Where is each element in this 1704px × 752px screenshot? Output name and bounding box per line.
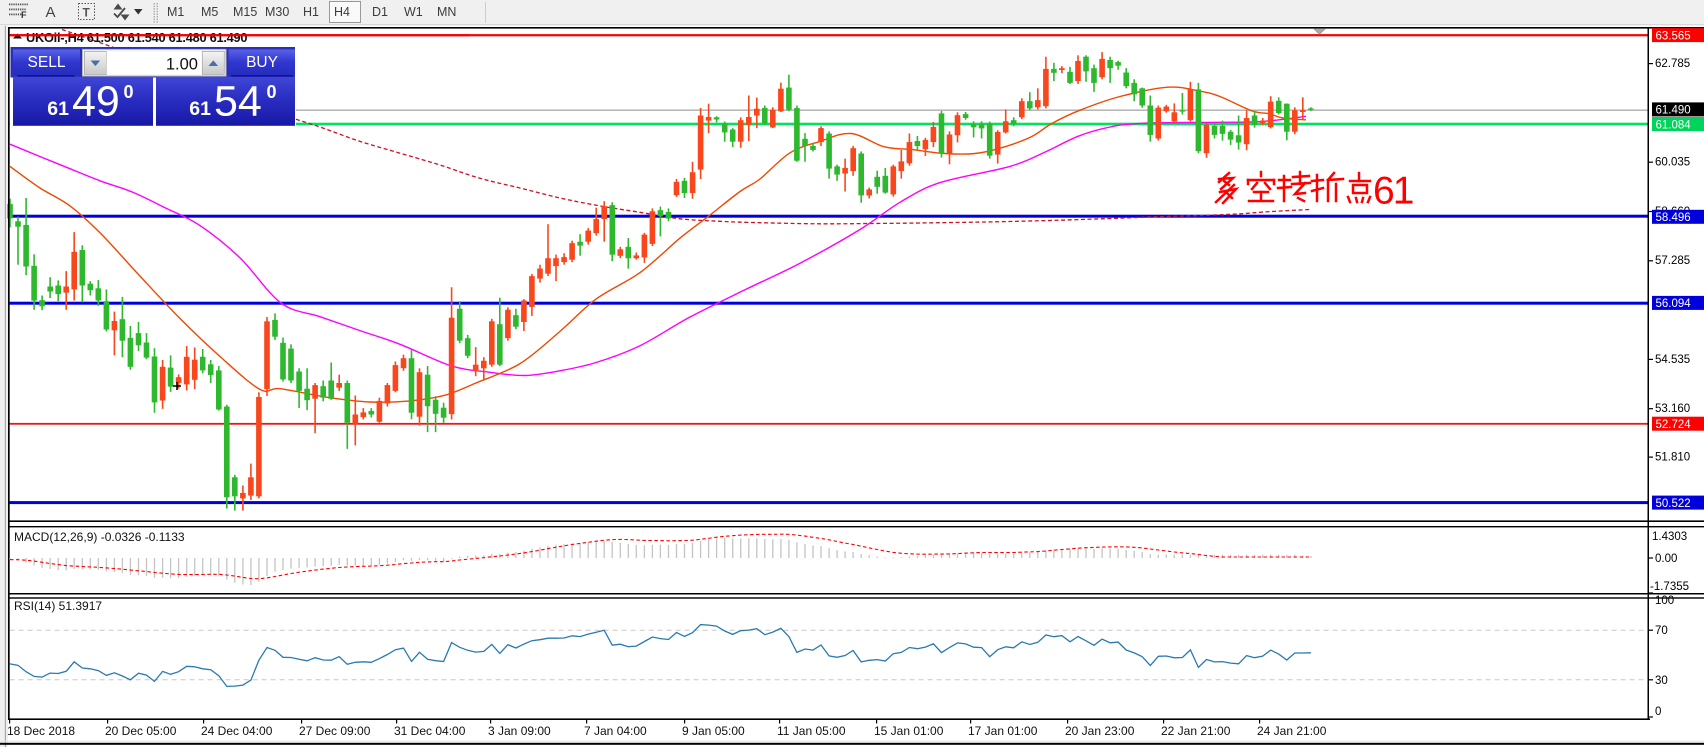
svg-text:M1: M1 <box>167 5 184 19</box>
svg-text:24 Jan 21:00: 24 Jan 21:00 <box>1257 724 1327 738</box>
svg-text:52.724: 52.724 <box>1656 419 1692 431</box>
svg-text:1.4303: 1.4303 <box>1652 531 1687 543</box>
svg-text:0: 0 <box>1655 706 1661 718</box>
svg-text:18 Dec 2018: 18 Dec 2018 <box>7 724 75 738</box>
svg-text:F: F <box>21 10 27 20</box>
svg-text:54: 54 <box>214 78 262 126</box>
svg-text:58.496: 58.496 <box>1656 212 1691 224</box>
svg-text:61: 61 <box>189 98 211 120</box>
svg-text:M15: M15 <box>233 5 257 19</box>
svg-text:H4: H4 <box>334 5 350 19</box>
svg-text:20 Dec 05:00: 20 Dec 05:00 <box>105 724 177 738</box>
svg-text:31 Dec 04:00: 31 Dec 04:00 <box>394 724 466 738</box>
svg-text:22 Jan 21:00: 22 Jan 21:00 <box>1161 724 1231 738</box>
svg-text:62.785: 62.785 <box>1655 58 1690 70</box>
svg-text:T: T <box>83 6 91 20</box>
svg-text:MACD(12,26,9) -0.0326 -0.1133: MACD(12,26,9) -0.0326 -0.1133 <box>14 530 185 544</box>
svg-text:0.00: 0.00 <box>1655 553 1677 565</box>
svg-text:50.522: 50.522 <box>1656 498 1691 510</box>
svg-text:60.035: 60.035 <box>1655 157 1690 169</box>
svg-text:56.094: 56.094 <box>1656 298 1692 310</box>
svg-text:1.00: 1.00 <box>166 56 198 74</box>
svg-text:7 Jan 04:00: 7 Jan 04:00 <box>584 724 647 738</box>
svg-text:17 Jan 01:00: 17 Jan 01:00 <box>968 724 1038 738</box>
svg-text:70: 70 <box>1655 625 1668 637</box>
svg-text:53.160: 53.160 <box>1655 403 1690 415</box>
svg-text:100: 100 <box>1655 595 1674 607</box>
svg-text:51.810: 51.810 <box>1655 452 1690 464</box>
svg-text:24 Dec 04:00: 24 Dec 04:00 <box>201 724 273 738</box>
svg-text:0: 0 <box>267 82 277 102</box>
svg-text:27 Dec 09:00: 27 Dec 09:00 <box>299 724 371 738</box>
svg-text:RSI(14) 51.3917: RSI(14) 51.3917 <box>14 599 102 613</box>
svg-text:57.285: 57.285 <box>1655 255 1690 267</box>
svg-text:61.084: 61.084 <box>1656 119 1692 131</box>
svg-text:0: 0 <box>124 82 134 102</box>
svg-text:A: A <box>46 4 56 21</box>
svg-text:D1: D1 <box>372 5 388 19</box>
svg-text:M30: M30 <box>265 5 289 19</box>
svg-text:W1: W1 <box>404 5 423 19</box>
svg-text:11 Jan 05:00: 11 Jan 05:00 <box>777 724 846 738</box>
svg-text:H1: H1 <box>303 5 319 19</box>
svg-text:30: 30 <box>1655 675 1668 687</box>
svg-text:-1.7355: -1.7355 <box>1650 581 1689 593</box>
svg-text:UKOil-,H4 61.500 61.540 61.48: UKOil-,H4 61.500 61.540 61.480 61.490 <box>26 30 247 45</box>
svg-text:61: 61 <box>47 98 69 120</box>
svg-text:20 Jan 23:00: 20 Jan 23:00 <box>1065 724 1135 738</box>
svg-text:3 Jan 09:00: 3 Jan 09:00 <box>488 724 551 738</box>
svg-text:BUY: BUY <box>246 54 278 71</box>
svg-text:54.535: 54.535 <box>1655 354 1690 366</box>
svg-text:15 Jan 01:00: 15 Jan 01:00 <box>874 724 944 738</box>
svg-text:SELL: SELL <box>28 54 66 71</box>
svg-text:9 Jan 05:00: 9 Jan 05:00 <box>682 724 745 738</box>
svg-text:61: 61 <box>1373 170 1413 213</box>
svg-text:63.565: 63.565 <box>1656 30 1691 42</box>
svg-text:M5: M5 <box>201 5 218 19</box>
svg-text:MN: MN <box>437 5 456 19</box>
svg-text:61.490: 61.490 <box>1656 105 1691 117</box>
svg-text:49: 49 <box>72 78 120 126</box>
